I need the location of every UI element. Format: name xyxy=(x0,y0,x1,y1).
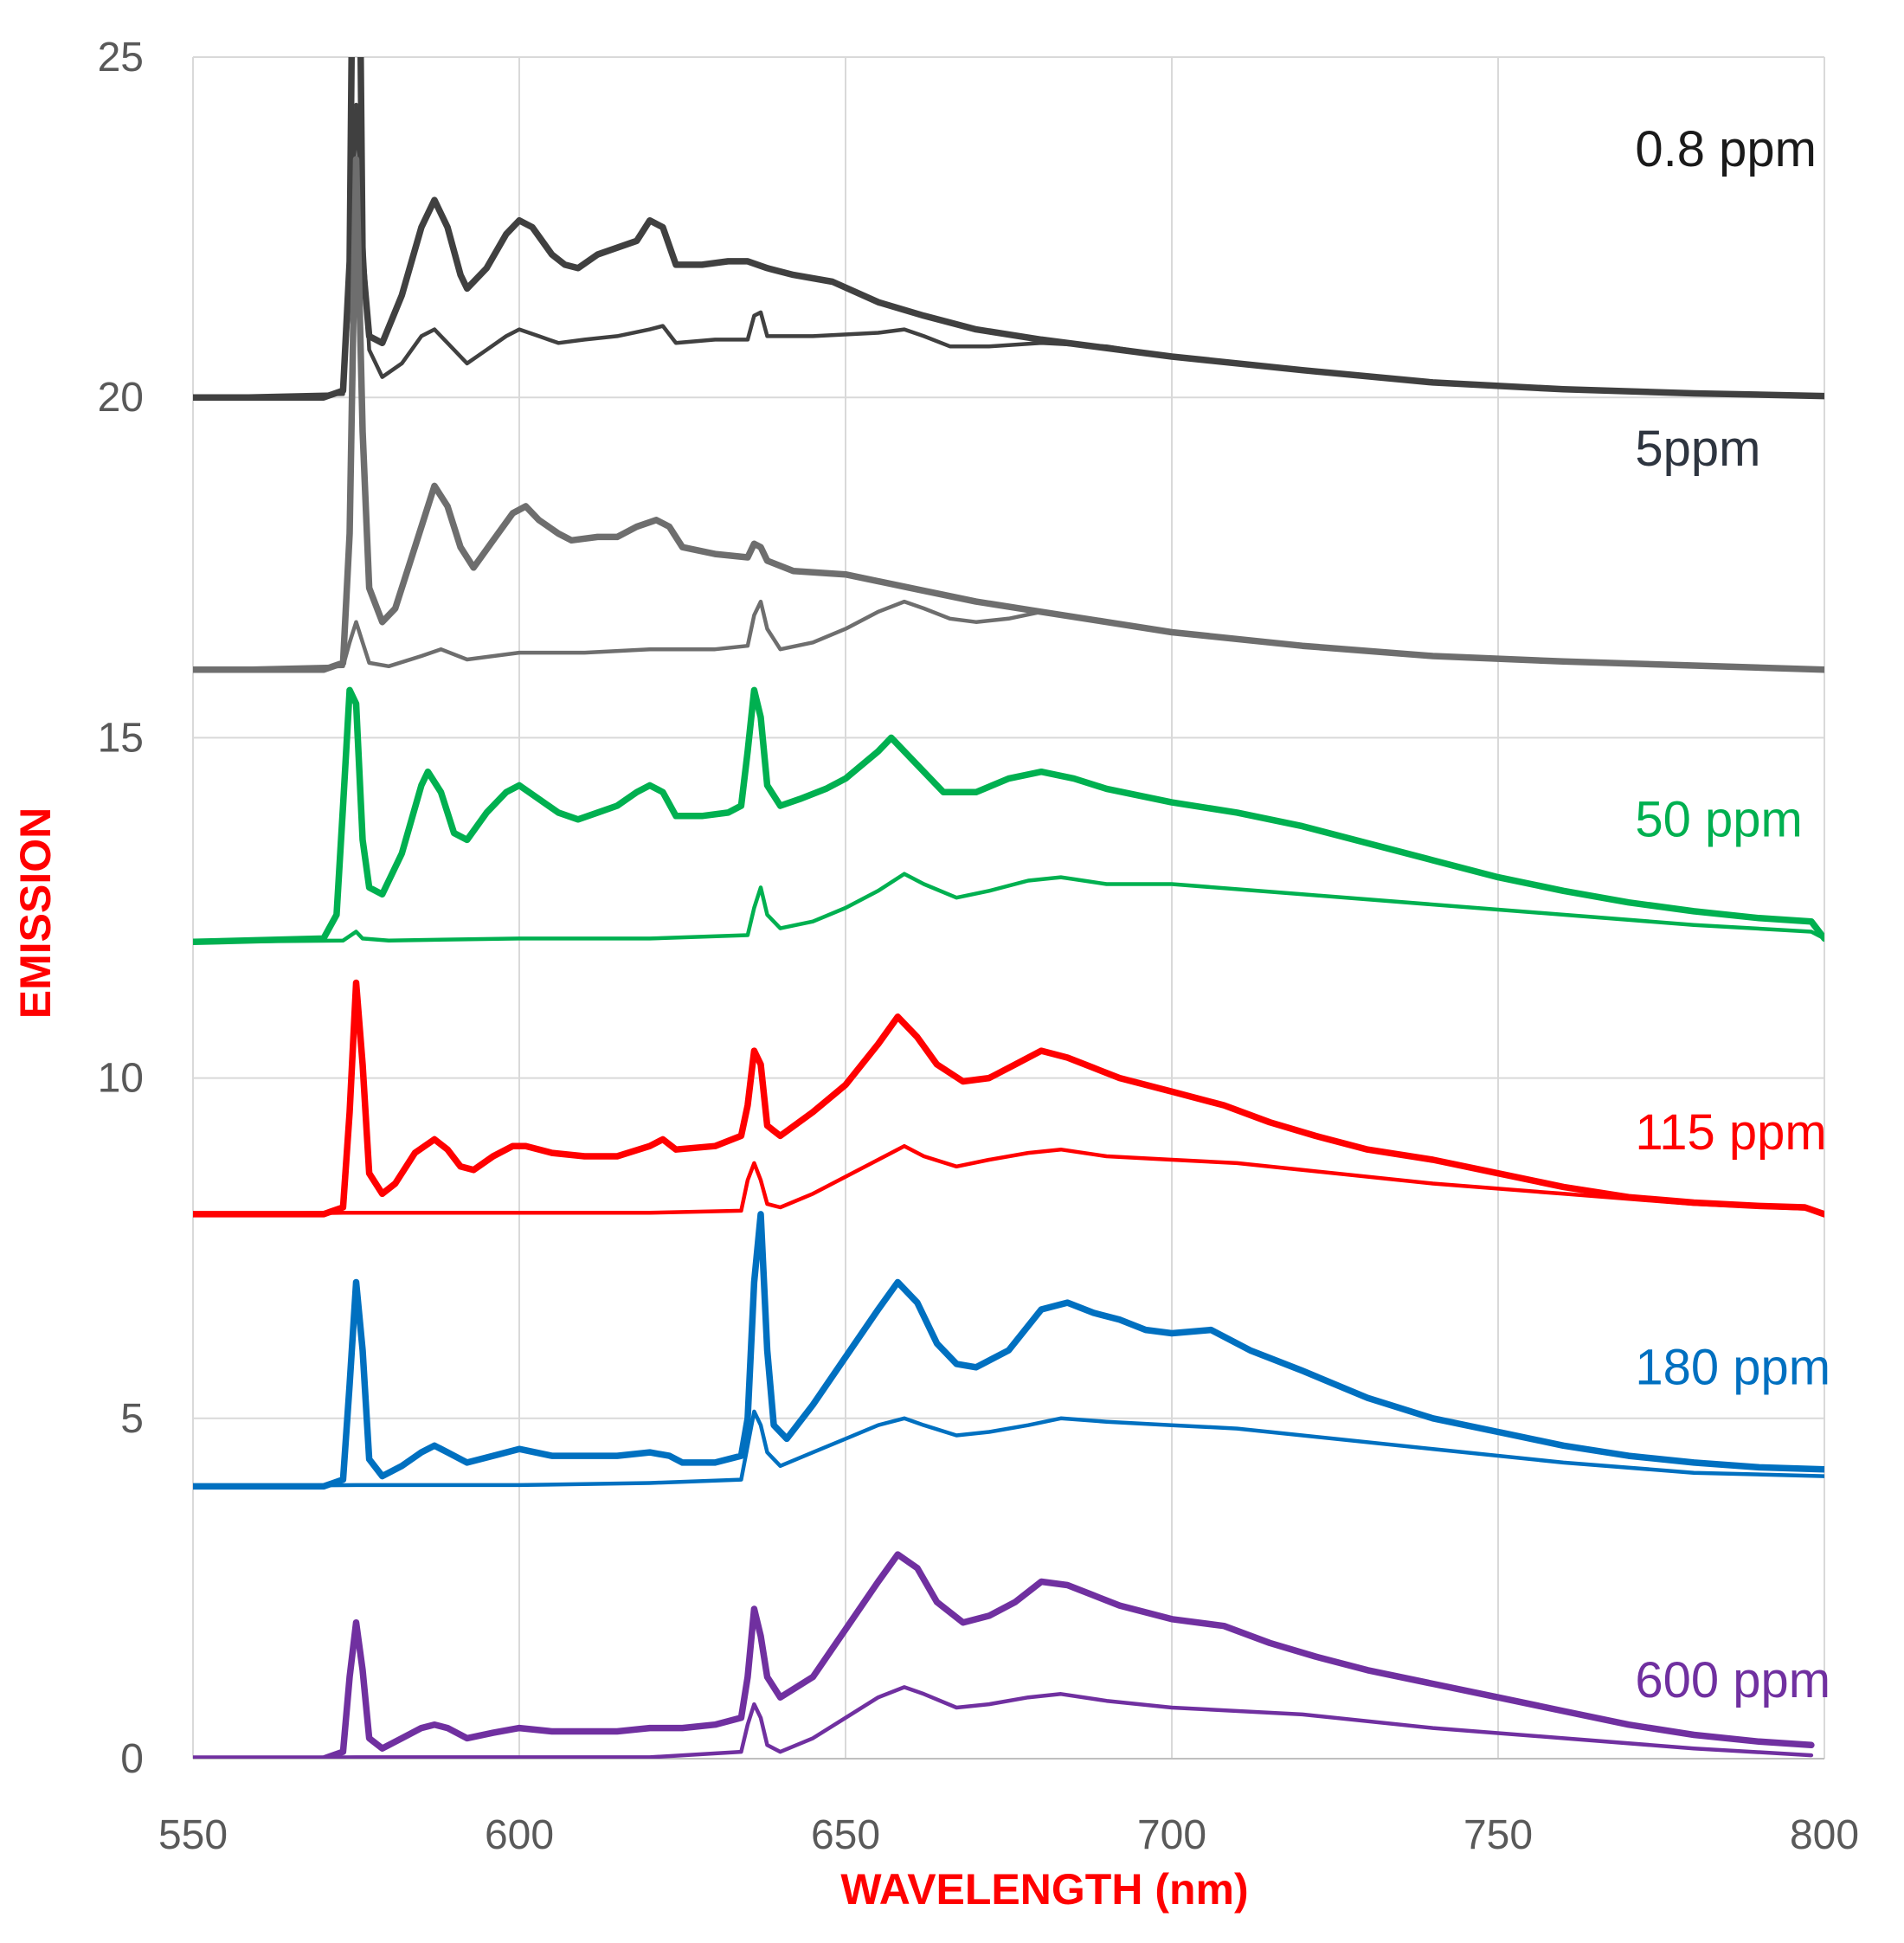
series-line-thin-600-ppm xyxy=(193,1685,1814,1759)
series-line-thick-115-ppm xyxy=(193,979,1824,1218)
y-tick-label: 5 xyxy=(120,1396,144,1442)
y-tick-label: 0 xyxy=(120,1736,144,1782)
tick-labels: 0 5 10 15 20 25 550 600 650 700 750 800 xyxy=(98,35,1859,1858)
x-tick-label: 700 xyxy=(1137,1812,1206,1858)
series-label-0-8-ppm: 0.8 ppm xyxy=(1635,121,1817,177)
series-line-thick-600-ppm xyxy=(193,1551,1815,1759)
x-tick-label: 800 xyxy=(1790,1812,1859,1858)
series-line-thin-180-ppm xyxy=(193,1409,1824,1489)
series-label-50-ppm: 50 ppm xyxy=(1635,791,1802,847)
series-labels: 0.8 ppm 5ppm 50 ppm 115 ppm 180 ppm 600 ppm xyxy=(1635,121,1830,1708)
series-line-thin-115-ppm xyxy=(193,1143,1824,1217)
y-tick-label: 15 xyxy=(98,715,144,761)
series-label-600-ppm: 600 ppm xyxy=(1635,1652,1830,1708)
series-label-115-ppm: 115 ppm xyxy=(1635,1104,1826,1161)
x-tick-label: 600 xyxy=(485,1812,554,1858)
series-line-thick-180-ppm xyxy=(193,1211,1824,1490)
y-tick-label: 20 xyxy=(98,375,144,421)
y-tick-label: 25 xyxy=(98,35,144,80)
y-tick-label: 10 xyxy=(98,1056,144,1102)
series-label-180-ppm: 180 ppm xyxy=(1635,1339,1830,1395)
series-line-thick-50-ppm xyxy=(193,686,1824,946)
y-axis-title: EMISSION xyxy=(11,807,60,1019)
series-line-thick-5ppm xyxy=(193,156,1824,673)
gridlines xyxy=(192,56,1825,1760)
x-axis-title: WAVELENGTH (nm) xyxy=(840,1865,1248,1914)
series-line-thick-0-8-ppm xyxy=(193,57,1824,401)
x-tick-label: 550 xyxy=(158,1812,228,1858)
series-lines xyxy=(193,57,1824,1759)
x-tick-label: 750 xyxy=(1463,1812,1533,1858)
series-label-5ppm: 5ppm xyxy=(1635,421,1760,477)
x-tick-label: 650 xyxy=(811,1812,880,1858)
series-line-thin-50-ppm xyxy=(193,872,1824,944)
